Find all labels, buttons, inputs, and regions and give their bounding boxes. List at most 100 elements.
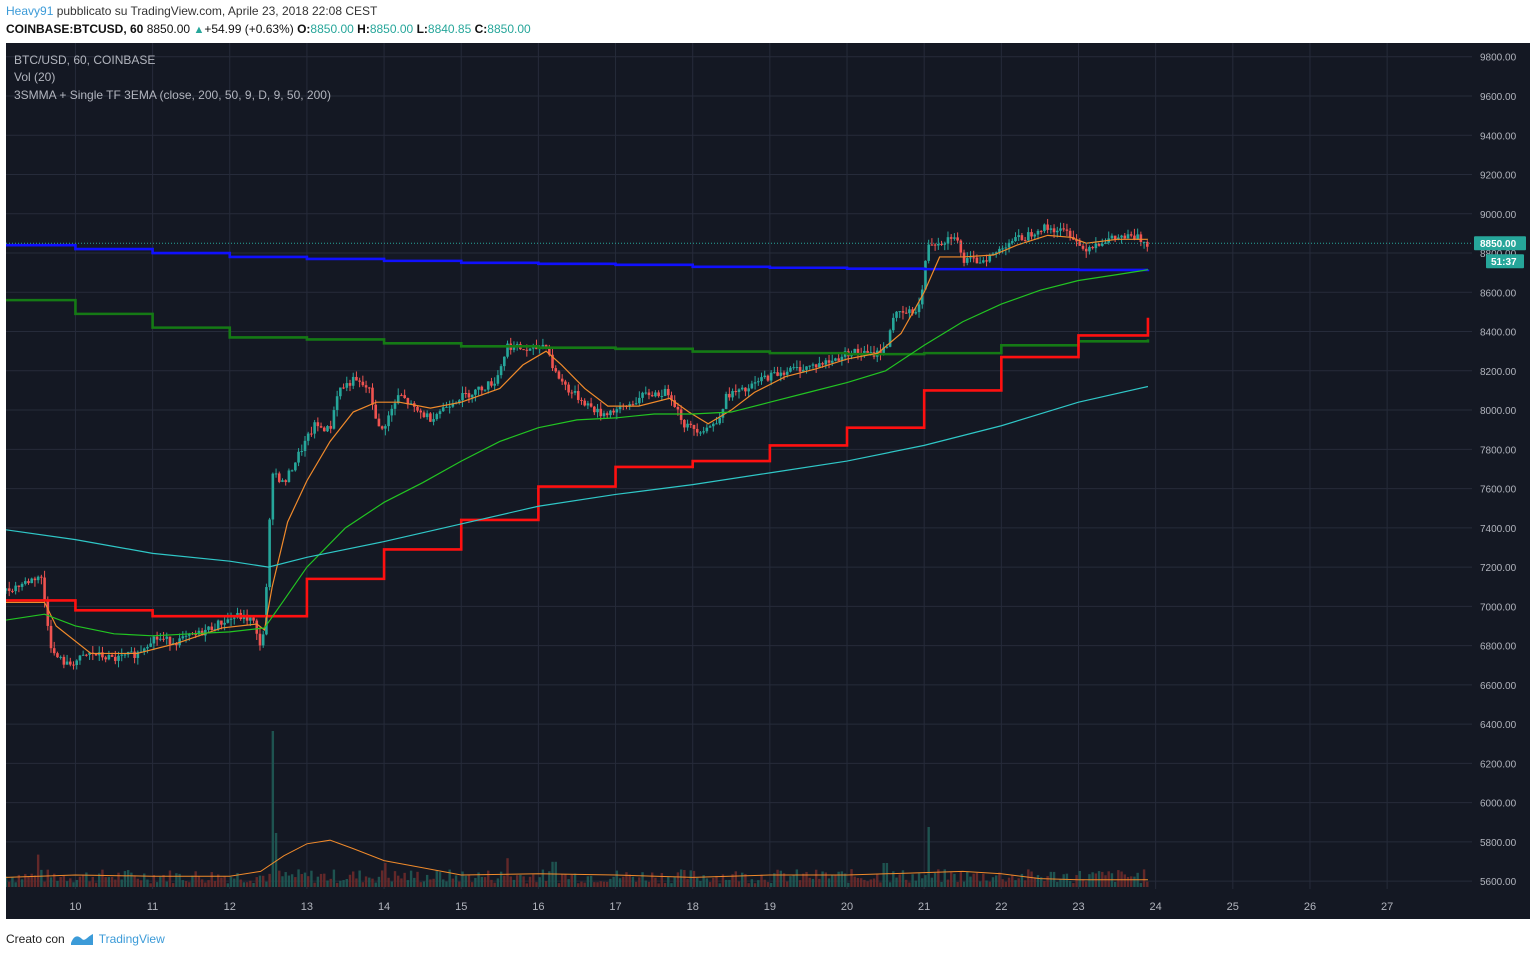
candle-body	[232, 617, 236, 619]
volume-bar	[699, 880, 702, 887]
volume-bar	[36, 854, 40, 887]
volume-bar	[435, 870, 438, 887]
high-label: H:	[357, 22, 370, 36]
candle-body	[734, 390, 738, 393]
candle-body	[1110, 235, 1114, 239]
volume-bar	[638, 877, 641, 887]
candle-body	[461, 393, 464, 401]
open-label: O:	[297, 22, 311, 36]
candle-body	[490, 381, 493, 386]
volume-bar	[6, 876, 8, 887]
volume-bar	[1075, 875, 1078, 887]
candle-body	[525, 349, 529, 351]
x-axis[interactable]	[6, 889, 1472, 919]
volume-bar	[143, 873, 146, 887]
candle-body	[40, 576, 43, 578]
volume-bar	[528, 876, 532, 887]
tradingview-brand: TradingView	[98, 932, 165, 946]
candle-body	[1010, 241, 1014, 243]
candle-body	[586, 403, 590, 406]
candle-body	[358, 380, 361, 382]
chart-container[interactable]: 9800.009600.009400.009200.009000.008800.…	[6, 43, 1530, 919]
volume-bar	[342, 880, 345, 887]
volume-bar	[17, 874, 21, 887]
candle-body	[827, 360, 831, 363]
candle-body	[81, 654, 85, 656]
volume-bar	[168, 870, 172, 887]
candle-body	[213, 629, 217, 631]
candle-body	[245, 614, 249, 621]
x-tick-label: 27	[1381, 901, 1393, 913]
volume-bar	[795, 869, 799, 887]
y-tick-label: 9800.00	[1480, 53, 1517, 64]
candle-body	[62, 656, 66, 665]
close-label: C:	[474, 22, 488, 36]
volume-bar	[776, 869, 779, 887]
volume-bar	[683, 870, 686, 887]
x-tick-label: 10	[69, 901, 81, 913]
candle-body	[477, 386, 480, 390]
volume-bar	[464, 875, 467, 887]
volume-bar	[959, 871, 963, 887]
candle-body	[306, 433, 310, 441]
candle-body	[1126, 234, 1130, 239]
volume-bar	[766, 882, 770, 887]
candle-body	[448, 406, 451, 408]
volume-bar	[673, 877, 676, 887]
price-badge-box	[1474, 236, 1526, 251]
candle-body	[920, 289, 924, 305]
y-axis[interactable]	[1472, 43, 1530, 919]
countdown-badge-text: 51:37	[1491, 257, 1517, 268]
volume-bar	[676, 872, 680, 887]
candle-body	[88, 652, 91, 655]
volume-bar	[731, 874, 734, 887]
volume-bar	[1036, 875, 1040, 887]
volume-bar	[1133, 876, 1136, 887]
candle-body	[628, 404, 631, 407]
volume-bar	[56, 880, 59, 887]
volume-bar	[33, 875, 37, 887]
volume-bar	[268, 873, 271, 887]
candle-body	[834, 358, 837, 361]
volume-bar	[1059, 879, 1062, 887]
candle-body	[175, 643, 178, 646]
candle-body	[136, 651, 140, 658]
y-tick-label: 8600.00	[1480, 288, 1517, 299]
volume-bar	[1011, 874, 1014, 887]
volume-bar	[1085, 881, 1088, 887]
volume-bar	[88, 881, 91, 887]
plot-area[interactable]	[6, 43, 1472, 889]
volume-bar	[757, 880, 760, 887]
candle-body	[699, 432, 702, 434]
volume-bar	[1097, 871, 1101, 887]
volume-bar	[470, 882, 474, 887]
volume-bar	[863, 879, 866, 887]
volume-bar	[213, 881, 217, 887]
volume-bar	[236, 873, 239, 887]
candle-body	[593, 406, 596, 413]
volume-bar	[503, 875, 506, 887]
candle-body	[580, 399, 583, 401]
volume-bar	[949, 872, 953, 887]
tradingview-link[interactable]: TradingView	[70, 932, 165, 946]
candle-body	[142, 648, 146, 652]
volume-bar	[329, 878, 332, 887]
candle-body	[801, 369, 805, 372]
published-line: Heavy91 pubblicato su TradingView.com, A…	[6, 4, 377, 18]
volume-bar	[998, 872, 1001, 887]
low-label: L:	[416, 22, 428, 36]
volume-bar	[1043, 880, 1046, 887]
volume-bar	[197, 876, 201, 887]
x-tick-label: 23	[1072, 901, 1084, 913]
candle-body	[650, 395, 654, 397]
volume-bar	[65, 881, 69, 887]
volume-bar	[387, 877, 390, 887]
candle-body	[361, 381, 365, 386]
candle-body	[1081, 245, 1085, 249]
price-chart[interactable]: 9800.009600.009400.009200.009000.008800.…	[6, 43, 1530, 919]
candle-body	[290, 470, 294, 472]
candle-body	[506, 343, 509, 357]
volume-bar	[541, 869, 545, 887]
volume-bar	[75, 879, 78, 887]
author-link[interactable]: Heavy91	[6, 4, 54, 18]
